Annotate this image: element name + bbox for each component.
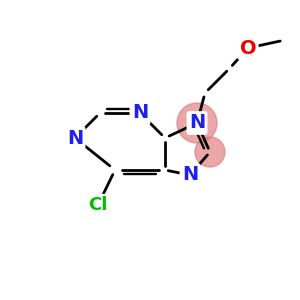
Text: Cl: Cl: [88, 196, 108, 214]
Text: N: N: [132, 103, 148, 122]
Text: N: N: [182, 166, 198, 184]
Circle shape: [195, 137, 225, 167]
Text: O: O: [240, 38, 256, 58]
Circle shape: [177, 103, 217, 143]
Text: N: N: [67, 128, 83, 148]
Text: N: N: [189, 113, 205, 133]
